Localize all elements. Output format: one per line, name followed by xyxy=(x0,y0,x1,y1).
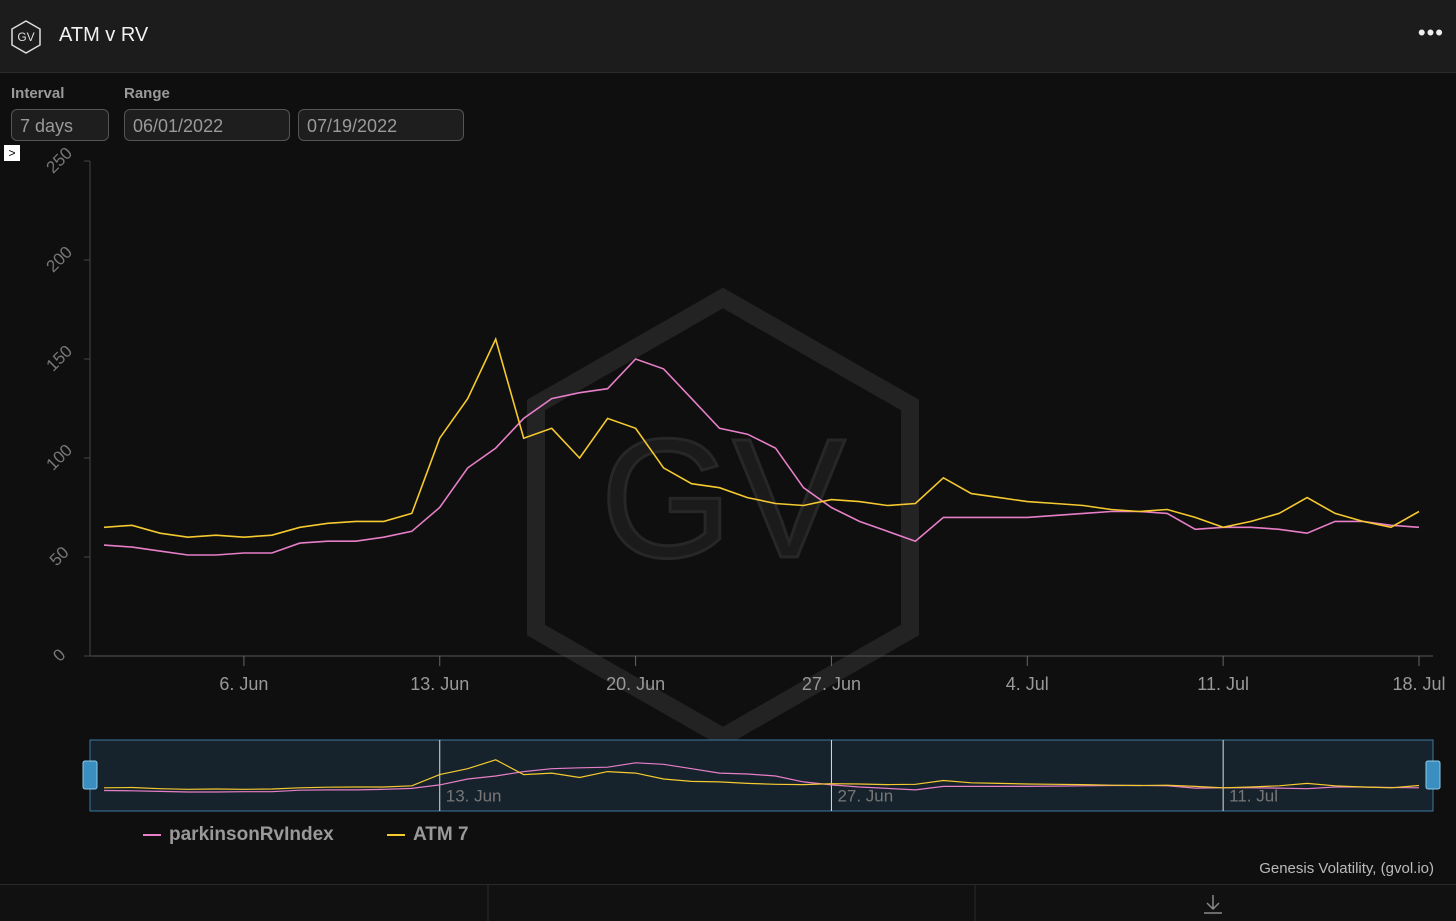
legend-label: parkinsonRvIndex xyxy=(169,824,334,845)
x-tick-label: 20. Jun xyxy=(606,674,665,694)
range-end[interactable]: 07/19/2022 xyxy=(298,109,464,141)
navigator xyxy=(89,739,1434,812)
navigator-handle[interactable] xyxy=(1425,760,1441,790)
download-button[interactable] xyxy=(1204,895,1222,914)
series-line xyxy=(103,358,1420,556)
range-label: Range xyxy=(124,85,170,102)
footer-bar xyxy=(487,885,1222,921)
y-tick-label: 100 xyxy=(43,441,76,474)
y-tick-label: 0 xyxy=(49,645,69,665)
menu[interactable]: ••• xyxy=(1417,20,1444,45)
range-start[interactable]: 06/01/2022 xyxy=(124,109,290,141)
header: GV ATM v RV ••• xyxy=(0,0,1456,73)
x-tick-label: 13. Jun xyxy=(410,674,469,694)
y-tick-label: 50 xyxy=(46,543,73,570)
series-line xyxy=(103,336,1420,539)
sidebar-toggle[interactable]: > xyxy=(4,145,20,161)
logo-text: GV xyxy=(17,30,34,44)
series-line xyxy=(103,762,1420,793)
credits: Genesis Volatility, (gvol.io) xyxy=(1259,860,1434,877)
x-tick-label: 11. Jul xyxy=(1197,674,1249,694)
y-tick-label: 250 xyxy=(43,144,76,177)
navigator-tick-label: 27. Jun xyxy=(837,786,893,805)
x-tick-label: 27. Jun xyxy=(802,674,861,694)
navigator-tick-label: 13. Jun xyxy=(446,786,502,805)
legend-label: ATM 7 xyxy=(413,824,469,845)
watermark: GV xyxy=(527,287,919,748)
x-tick-label: 18. Jul xyxy=(1392,674,1445,694)
x-tick-label: 6. Jun xyxy=(219,674,268,694)
y-tick-label: 200 xyxy=(43,243,76,276)
navigator-tick-label: 11. Jul xyxy=(1229,786,1278,805)
navigator-handle[interactable] xyxy=(82,760,98,790)
footer xyxy=(0,884,1456,921)
watermark-text: GV xyxy=(600,404,846,594)
interval-field[interactable]: 7 days xyxy=(11,109,109,141)
y-tick-label: 150 xyxy=(43,342,76,375)
logo: GV xyxy=(11,20,41,54)
series-line xyxy=(103,759,1420,790)
x-tick-label: 4. Jul xyxy=(1006,674,1049,694)
title: ATM v RV xyxy=(59,24,149,46)
interval-label: Interval xyxy=(11,85,65,102)
